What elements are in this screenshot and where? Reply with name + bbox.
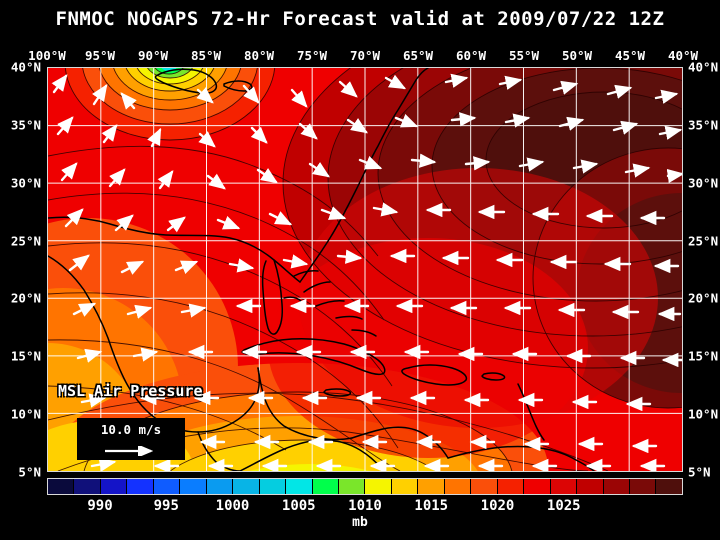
wind-vector-key: 10.0 m/s (77, 418, 185, 460)
latitude-label: 10°N (10, 406, 41, 422)
latitude-label: 30°N (10, 175, 41, 191)
colorbar-block (603, 479, 630, 494)
colorbar-block (524, 479, 551, 494)
latitude-label: 15°N (688, 348, 719, 364)
longitude-label: 65°W (402, 48, 434, 63)
wind-vector-key-label: 10.0 m/s (100, 422, 162, 437)
colorbar-block (471, 479, 498, 494)
colorbar-block (444, 479, 472, 494)
colorbar-tick-label: 1010 (348, 498, 382, 514)
field-label: MSL Air Pressure (58, 382, 203, 400)
colorbar-block (656, 479, 682, 494)
colorbar-block (391, 479, 419, 494)
colorbar-block (418, 479, 445, 494)
latitude-label: 15°N (10, 348, 41, 364)
colorbar-block (365, 479, 392, 494)
colorbar-block (629, 479, 657, 494)
longitude-label: 90°W (137, 48, 169, 63)
latitude-label: 25°N (688, 233, 719, 249)
colorbar-tick-label: 1025 (546, 498, 581, 514)
colorbar-tick-label: 1020 (480, 498, 515, 514)
longitude-label: 60°W (455, 48, 487, 63)
colorbar-units-label: mb (352, 515, 368, 530)
latitude-label: 5°N (688, 464, 711, 480)
colorbar-tick-label: 1000 (215, 498, 250, 514)
latitude-label: 25°N (10, 233, 41, 249)
colorbar-block (577, 479, 604, 494)
latitude-label: 35°N (10, 117, 41, 133)
latitude-label: 35°N (688, 117, 719, 133)
colorbar-block (153, 479, 181, 494)
colorbar-block (233, 479, 260, 494)
latitude-label: 5°N (18, 464, 41, 480)
latitude-label: 30°N (688, 175, 719, 191)
colorbar-block (312, 479, 339, 494)
longitude-label: 95°W (84, 48, 116, 63)
colorbar-block (206, 479, 234, 494)
colorbar-block (259, 479, 287, 494)
latitude-label: 10°N (688, 406, 719, 422)
colorbar-block (286, 479, 313, 494)
map-plot-area (47, 67, 683, 472)
longitude-label: 85°W (190, 48, 222, 63)
latitude-label: 20°N (688, 290, 719, 306)
colorbar-block (180, 479, 207, 494)
colorbar-block (127, 479, 154, 494)
colorbar-tick-label: 1005 (281, 498, 316, 514)
colorbar-block (497, 479, 525, 494)
longitude-label: 50°W (561, 48, 593, 63)
longitude-label: 40°W (667, 48, 699, 63)
latitude-label: 40°N (10, 59, 41, 75)
longitude-label: 45°W (614, 48, 646, 63)
colorbar (47, 478, 683, 495)
longitude-label: 55°W (508, 48, 540, 63)
colorbar-block (338, 479, 366, 494)
colorbar-tick-label: 1015 (414, 498, 449, 514)
longitude-label: 70°W (349, 48, 381, 63)
latitude-label: 40°N (688, 59, 719, 75)
colorbar-block (550, 479, 578, 494)
map-canvas (48, 68, 682, 471)
colorbar-block (74, 479, 101, 494)
wind-vector-key-arrow (105, 446, 154, 456)
page-title: FNMOC NOGAPS 72-Hr Forecast valid at 200… (55, 8, 665, 30)
longitude-label: 100°W (28, 48, 66, 63)
longitude-label: 80°W (243, 48, 275, 63)
colorbar-block (100, 479, 128, 494)
longitude-label: 75°W (296, 48, 328, 63)
colorbar-tick-label: 990 (87, 498, 113, 514)
latitude-label: 20°N (10, 290, 41, 306)
colorbar-block (48, 479, 75, 494)
colorbar-tick-label: 995 (153, 498, 179, 514)
